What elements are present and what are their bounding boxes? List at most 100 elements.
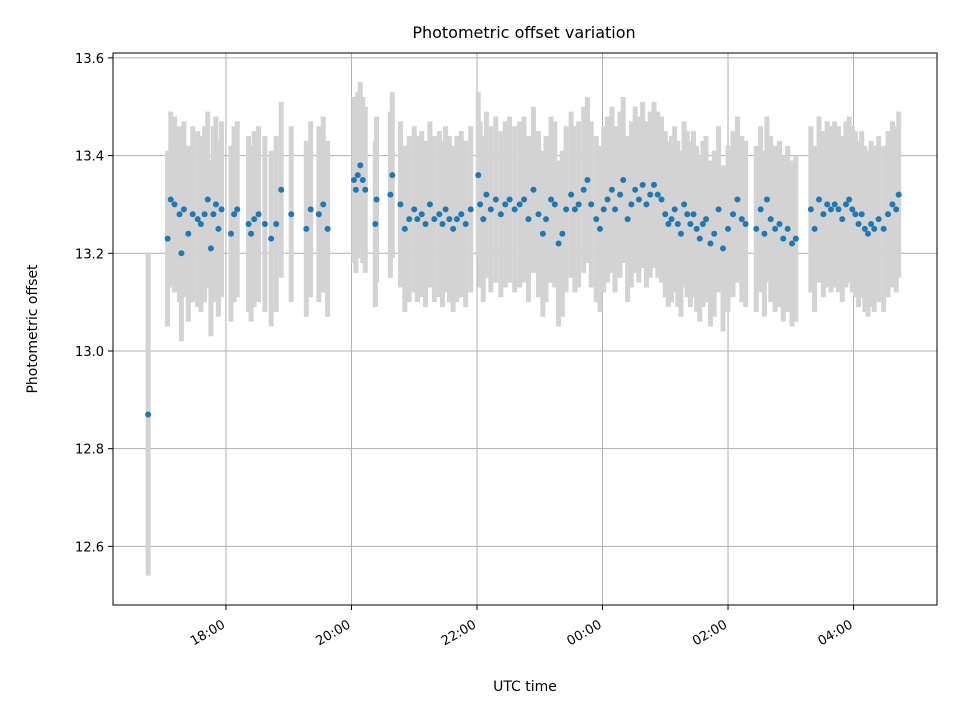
data-point bbox=[411, 206, 418, 213]
data-point bbox=[674, 220, 681, 227]
data-point bbox=[178, 250, 185, 257]
x-tick-label: 00:00 bbox=[565, 617, 605, 649]
data-point bbox=[864, 230, 871, 237]
data-point bbox=[784, 225, 791, 232]
data-point bbox=[315, 211, 322, 218]
data-point bbox=[167, 196, 174, 203]
data-point bbox=[789, 240, 796, 247]
data-point bbox=[855, 220, 862, 227]
plot-frame bbox=[112, 52, 938, 606]
data-point bbox=[248, 230, 255, 237]
y-tick-label: 13.0 bbox=[75, 345, 104, 360]
data-point bbox=[580, 186, 587, 193]
data-point bbox=[212, 201, 219, 208]
data-point bbox=[352, 186, 359, 193]
data-point bbox=[612, 206, 619, 213]
data-point bbox=[145, 411, 152, 418]
data-point bbox=[480, 216, 487, 223]
data-point bbox=[624, 216, 631, 223]
data-point bbox=[600, 206, 607, 213]
data-point bbox=[539, 230, 546, 237]
data-point bbox=[880, 225, 887, 232]
data-point bbox=[568, 191, 575, 198]
data-point bbox=[543, 216, 550, 223]
data-point bbox=[767, 216, 774, 223]
data-point bbox=[372, 220, 379, 227]
data-point bbox=[893, 206, 900, 213]
data-point bbox=[617, 191, 624, 198]
data-point bbox=[320, 201, 327, 208]
data-point bbox=[487, 206, 494, 213]
data-point bbox=[604, 196, 611, 203]
y-tick-label: 13.2 bbox=[75, 247, 104, 262]
x-tick-label: 04:00 bbox=[816, 617, 856, 649]
data-point bbox=[516, 201, 523, 208]
data-point bbox=[647, 191, 654, 198]
data-point bbox=[650, 181, 657, 188]
data-point bbox=[738, 216, 745, 223]
data-point bbox=[772, 225, 779, 232]
data-point bbox=[889, 201, 896, 208]
data-point bbox=[811, 225, 818, 232]
data-point bbox=[551, 201, 558, 208]
data-point bbox=[278, 186, 285, 193]
data-point bbox=[373, 196, 380, 203]
data-point bbox=[671, 206, 678, 213]
data-point bbox=[204, 196, 211, 203]
data-point bbox=[234, 206, 241, 213]
data-point bbox=[763, 196, 770, 203]
data-point bbox=[725, 225, 732, 232]
errorbar-layer bbox=[145, 82, 902, 576]
y-tick-label: 12.6 bbox=[75, 540, 104, 555]
data-point bbox=[535, 211, 542, 218]
data-point bbox=[324, 225, 331, 232]
data-point bbox=[635, 196, 642, 203]
data-point bbox=[858, 211, 865, 218]
data-point bbox=[620, 177, 627, 184]
data-point bbox=[693, 225, 700, 232]
data-point bbox=[288, 211, 295, 218]
data-point bbox=[354, 172, 361, 179]
data-point bbox=[218, 206, 225, 213]
chart-title: Photometric offset variation bbox=[412, 23, 635, 42]
data-point bbox=[835, 206, 842, 213]
data-point bbox=[442, 206, 449, 213]
data-point bbox=[245, 220, 252, 227]
data-point bbox=[414, 216, 421, 223]
data-point bbox=[387, 191, 394, 198]
data-point bbox=[389, 172, 396, 179]
data-point bbox=[885, 211, 892, 218]
data-point bbox=[483, 191, 490, 198]
data-point bbox=[665, 220, 672, 227]
data-point bbox=[608, 186, 615, 193]
data-point bbox=[210, 211, 217, 218]
data-point bbox=[176, 211, 183, 218]
data-point bbox=[422, 220, 429, 227]
data-point bbox=[593, 216, 600, 223]
data-point bbox=[730, 211, 737, 218]
data-point bbox=[548, 196, 555, 203]
data-point bbox=[807, 206, 814, 213]
data-point bbox=[895, 191, 902, 198]
data-point bbox=[511, 206, 518, 213]
data-point bbox=[439, 220, 446, 227]
data-point bbox=[719, 245, 726, 252]
data-point bbox=[575, 201, 582, 208]
data-point bbox=[843, 201, 850, 208]
data-point bbox=[418, 211, 425, 218]
data-point bbox=[194, 216, 201, 223]
data-point bbox=[201, 211, 208, 218]
data-point bbox=[359, 177, 366, 184]
data-point bbox=[677, 230, 684, 237]
x-tick-label: 20:00 bbox=[314, 617, 354, 649]
data-point bbox=[776, 220, 783, 227]
data-point bbox=[171, 201, 178, 208]
y-tick-label: 13.4 bbox=[75, 150, 104, 165]
data-point bbox=[868, 220, 875, 227]
y-axis-label: Photometric offset bbox=[25, 264, 41, 394]
data-point bbox=[681, 201, 688, 208]
x-tick-label: 02:00 bbox=[690, 617, 730, 649]
data-point bbox=[397, 201, 404, 208]
data-point bbox=[406, 216, 413, 223]
data-point bbox=[662, 211, 669, 218]
